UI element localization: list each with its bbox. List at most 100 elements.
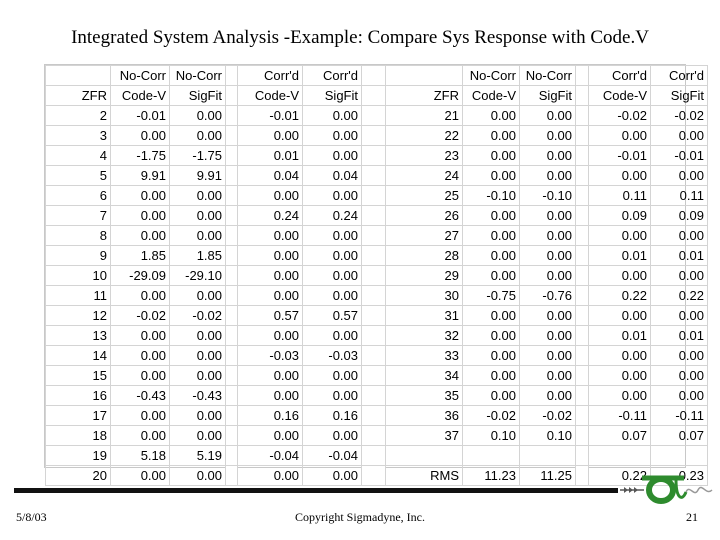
table-cell: 0.16 bbox=[302, 405, 362, 426]
sigmadyne-logo-icon bbox=[620, 475, 713, 504]
table-cell: 5 bbox=[45, 165, 111, 186]
table-cell: -1.75 bbox=[169, 145, 226, 166]
table-cell: -0.02 bbox=[462, 405, 520, 426]
table-cell: 0.16 bbox=[237, 405, 303, 426]
spacer-cell bbox=[225, 345, 238, 366]
spacer-cell bbox=[575, 345, 589, 366]
table-cell: 1.85 bbox=[169, 245, 226, 266]
spacer-cell bbox=[575, 225, 589, 246]
table-cell: 0.00 bbox=[169, 285, 226, 306]
table-cell: 0.00 bbox=[302, 245, 362, 266]
table-cell: 0.00 bbox=[110, 125, 170, 146]
table-cell: -0.02 bbox=[169, 305, 226, 326]
table-cell: SigFit bbox=[302, 85, 362, 106]
spacer-cell bbox=[225, 385, 238, 406]
table-cell: 4 bbox=[45, 145, 111, 166]
table-cell: 0.00 bbox=[462, 365, 520, 386]
table-cell: 0.00 bbox=[110, 365, 170, 386]
table-cell: 0.00 bbox=[519, 245, 576, 266]
spacer-cell bbox=[575, 265, 589, 286]
spacer-cell bbox=[361, 365, 386, 386]
table-cell: 0.00 bbox=[302, 185, 362, 206]
table-cell: 0.00 bbox=[462, 105, 520, 126]
table-cell: 3 bbox=[45, 125, 111, 146]
table-cell: 34 bbox=[385, 365, 463, 386]
table-cell: 0.00 bbox=[588, 385, 651, 406]
table-cell: 0.00 bbox=[302, 465, 362, 486]
table-row: 6 0.00 0.00 0.00 0.00 25 -0.10 -0.10 0.11 0.11 bbox=[45, 185, 708, 206]
table-cell: 0.00 bbox=[302, 145, 362, 166]
table-cell: 0.00 bbox=[110, 345, 170, 366]
table-cell: 0.00 bbox=[588, 225, 651, 246]
comparison-table: No-Corr No-Corr Corr'd Corr'd No-Corr No-Corr… bbox=[44, 64, 708, 486]
table-cell: 28 bbox=[385, 245, 463, 266]
table-cell: 0.04 bbox=[237, 165, 303, 186]
table-cell bbox=[462, 445, 520, 466]
table-cell: SigFit bbox=[650, 85, 708, 106]
table-cell: 0.00 bbox=[462, 225, 520, 246]
table-cell: 0.00 bbox=[462, 125, 520, 146]
table-cell: 0.00 bbox=[237, 425, 303, 446]
table-cell: 0.00 bbox=[462, 325, 520, 346]
table-cell: Code-V bbox=[462, 85, 520, 106]
spacer-cell bbox=[225, 265, 238, 286]
table-cell: -0.02 bbox=[110, 305, 170, 326]
table-cell: -0.02 bbox=[519, 405, 576, 426]
table-cell: 0.24 bbox=[302, 205, 362, 226]
spacer-cell bbox=[575, 105, 589, 126]
table-cell: 15 bbox=[45, 365, 111, 386]
table-cell: 26 bbox=[385, 205, 463, 226]
table-cell: 0.00 bbox=[110, 405, 170, 426]
table-row: 17 0.00 0.00 0.16 0.16 36 -0.02 -0.02 -0.11 -0.11 bbox=[45, 405, 708, 426]
table-cell: 0.22 bbox=[588, 465, 651, 486]
table-cell: 0.01 bbox=[237, 145, 303, 166]
table-cell: 22 bbox=[385, 125, 463, 146]
table-cell: 33 bbox=[385, 345, 463, 366]
table-cell: 0.00 bbox=[302, 285, 362, 306]
table-cell: 0.00 bbox=[650, 385, 708, 406]
table-cell: 0.00 bbox=[302, 425, 362, 446]
spacer-cell bbox=[361, 425, 386, 446]
table-cell: -0.03 bbox=[302, 345, 362, 366]
spacer-cell bbox=[575, 365, 589, 386]
table-cell: 0.00 bbox=[237, 265, 303, 286]
table-row: 18 0.00 0.00 0.00 0.00 37 0.10 0.10 0.07 0.07 bbox=[45, 425, 708, 446]
table-row: 5 9.91 9.91 0.04 0.04 24 0.00 0.00 0.00 0.00 bbox=[45, 165, 708, 186]
table-cell: 23 bbox=[385, 145, 463, 166]
table-cell: -0.02 bbox=[588, 105, 651, 126]
table-cell: 9 bbox=[45, 245, 111, 266]
spacer-cell bbox=[575, 245, 589, 266]
table-cell: 0.00 bbox=[519, 205, 576, 226]
spacer-cell bbox=[225, 225, 238, 246]
table-row: 11 0.00 0.00 0.00 0.00 30 -0.75 -0.76 0.22 0.22 bbox=[45, 285, 708, 306]
table-row: 13 0.00 0.00 0.00 0.00 32 0.00 0.00 0.01 0.01 bbox=[45, 325, 708, 346]
table-cell: 0.00 bbox=[462, 145, 520, 166]
table-cell: -0.02 bbox=[650, 105, 708, 126]
spacer-cell bbox=[361, 85, 386, 106]
table-cell: 7 bbox=[45, 205, 111, 226]
table-cell: 30 bbox=[385, 285, 463, 306]
spacer-cell bbox=[361, 65, 386, 86]
table-cell: 0.00 bbox=[302, 265, 362, 286]
table-cell: 11 bbox=[45, 285, 111, 306]
spacer-cell bbox=[225, 245, 238, 266]
table-cell: -0.76 bbox=[519, 285, 576, 306]
table-cell: 0.00 bbox=[519, 385, 576, 406]
table-cell: 0.09 bbox=[650, 205, 708, 226]
table-row: 8 0.00 0.00 0.00 0.00 27 0.00 0.00 0.00 0.00 bbox=[45, 225, 708, 246]
table-cell: 0.00 bbox=[110, 225, 170, 246]
table-cell: No-Corr bbox=[110, 65, 170, 86]
table-cell: 0.00 bbox=[519, 165, 576, 186]
table-row: 7 0.00 0.00 0.24 0.24 26 0.00 0.00 0.09 0.09 bbox=[45, 205, 708, 226]
table-cell: Corr'd bbox=[237, 65, 303, 86]
table-cell: 0.00 bbox=[110, 425, 170, 446]
table-cell: -0.03 bbox=[237, 345, 303, 366]
spacer-cell bbox=[361, 405, 386, 426]
table-cell: 0.00 bbox=[519, 125, 576, 146]
page-number: 21 bbox=[686, 510, 698, 524]
table-cell: 2 bbox=[45, 105, 111, 126]
table-cell: 21 bbox=[385, 105, 463, 126]
spacer-cell bbox=[225, 445, 238, 466]
table-cell: 0.07 bbox=[588, 425, 651, 446]
table-cell: 31 bbox=[385, 305, 463, 326]
